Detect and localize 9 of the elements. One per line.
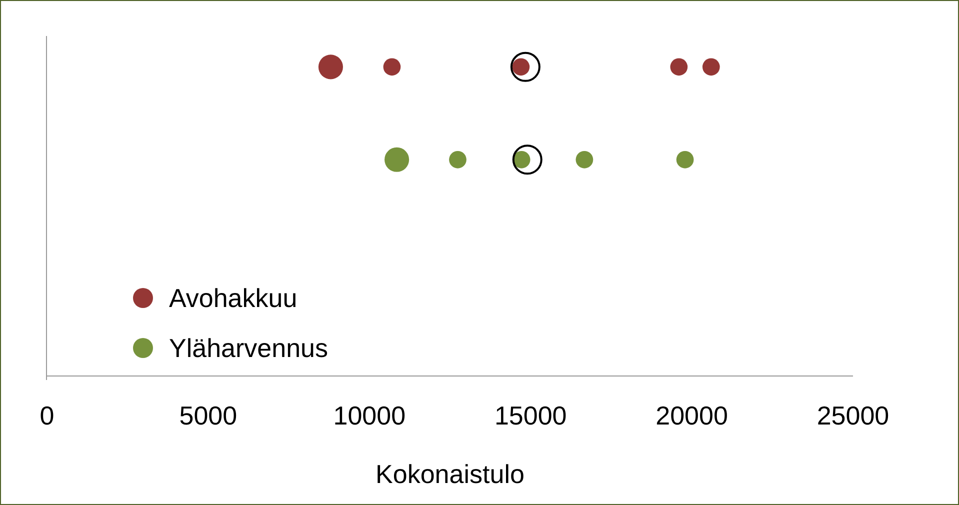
legend-label: Yläharvennus (169, 332, 328, 364)
x-tick-label: 20000 (656, 400, 728, 430)
legend-label: Avohakkuu (169, 282, 298, 314)
x-tick-label: 15000 (494, 400, 567, 430)
x-axis-title: Kokonaistulo (376, 459, 524, 489)
x-tick-label: 10000 (333, 400, 406, 430)
x-tick-label: 25000 (816, 400, 890, 430)
x-tick-label: 0 (40, 400, 54, 430)
x-tick-label: 5000 (179, 400, 238, 430)
